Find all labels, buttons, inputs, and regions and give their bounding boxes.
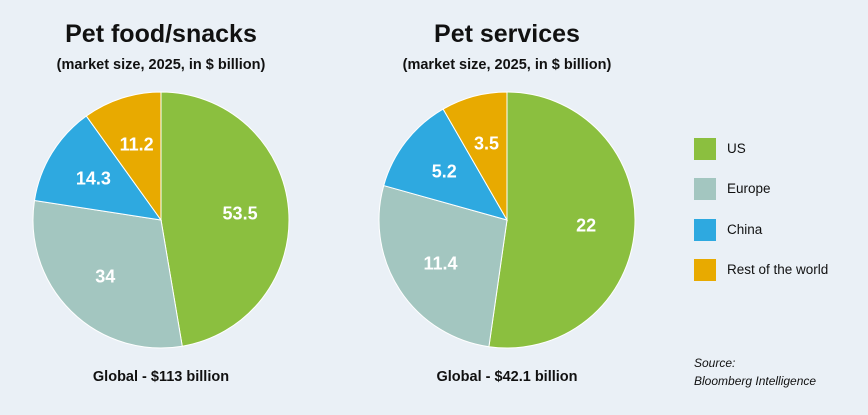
legend-swatch bbox=[694, 178, 716, 200]
legend-swatch bbox=[694, 138, 716, 160]
pie-slice-us bbox=[160, 91, 290, 347]
legend-item-europe: Europe bbox=[694, 178, 854, 200]
slice-label-china: 5.2 bbox=[432, 161, 457, 181]
pet-services-chart: Pet services (market size, 2025, in $ bi… bbox=[342, 0, 672, 415]
legend-item-us: US bbox=[694, 138, 854, 160]
chart-subtitle: (market size, 2025, in $ billion) bbox=[56, 57, 266, 73]
legend-swatch bbox=[694, 219, 716, 241]
pie-chart: 53.5 34 14.3 11.2 bbox=[32, 91, 290, 349]
slice-label-rest-of-world: 11.2 bbox=[120, 134, 154, 154]
pie-slice-rest-of-world bbox=[85, 91, 162, 222]
legend-label: Europe bbox=[727, 181, 771, 196]
slice-label-us: 53.5 bbox=[223, 203, 258, 223]
pie-slice-europe bbox=[32, 199, 183, 349]
chart-title: Pet food/snacks bbox=[65, 20, 257, 48]
legend-item-china: China bbox=[694, 219, 854, 241]
slice-label-europe: 34 bbox=[95, 267, 115, 287]
legend-swatch bbox=[694, 259, 716, 281]
chart-footer: Global - $42.1 billion bbox=[436, 369, 578, 385]
legend-label: US bbox=[727, 141, 746, 156]
legend-label: China bbox=[727, 222, 763, 237]
source-note: Source: Bloomberg Intelligence bbox=[694, 354, 816, 390]
legend-label: Rest of the world bbox=[727, 262, 829, 277]
chart-title: Pet services bbox=[434, 20, 580, 48]
pie-slice-europe bbox=[378, 184, 508, 348]
pie-slice-rest-of-world bbox=[442, 91, 508, 222]
pie-chart: 22 11.4 5.2 3.5 bbox=[378, 91, 636, 349]
pet-food-chart: Pet food/snacks (market size, 2025, in $… bbox=[0, 0, 326, 415]
source-name: Bloomberg Intelligence bbox=[694, 374, 817, 388]
chart-subtitle: (market size, 2025, in $ billion) bbox=[402, 57, 612, 73]
source-label: Source: bbox=[694, 356, 736, 370]
pie-slice-china bbox=[383, 108, 509, 221]
pie-slice-us bbox=[488, 91, 636, 349]
slice-label-us: 22 bbox=[576, 216, 596, 236]
pie-slice-china bbox=[33, 115, 163, 221]
slice-label-china: 14.3 bbox=[76, 168, 111, 188]
chart-footer: Global - $113 billion bbox=[92, 369, 230, 385]
slice-label-rest-of-world: 3.5 bbox=[474, 133, 499, 153]
slice-label-europe: 11.4 bbox=[424, 253, 458, 273]
legend-item-rest-of-world: Rest of the world bbox=[694, 259, 854, 281]
